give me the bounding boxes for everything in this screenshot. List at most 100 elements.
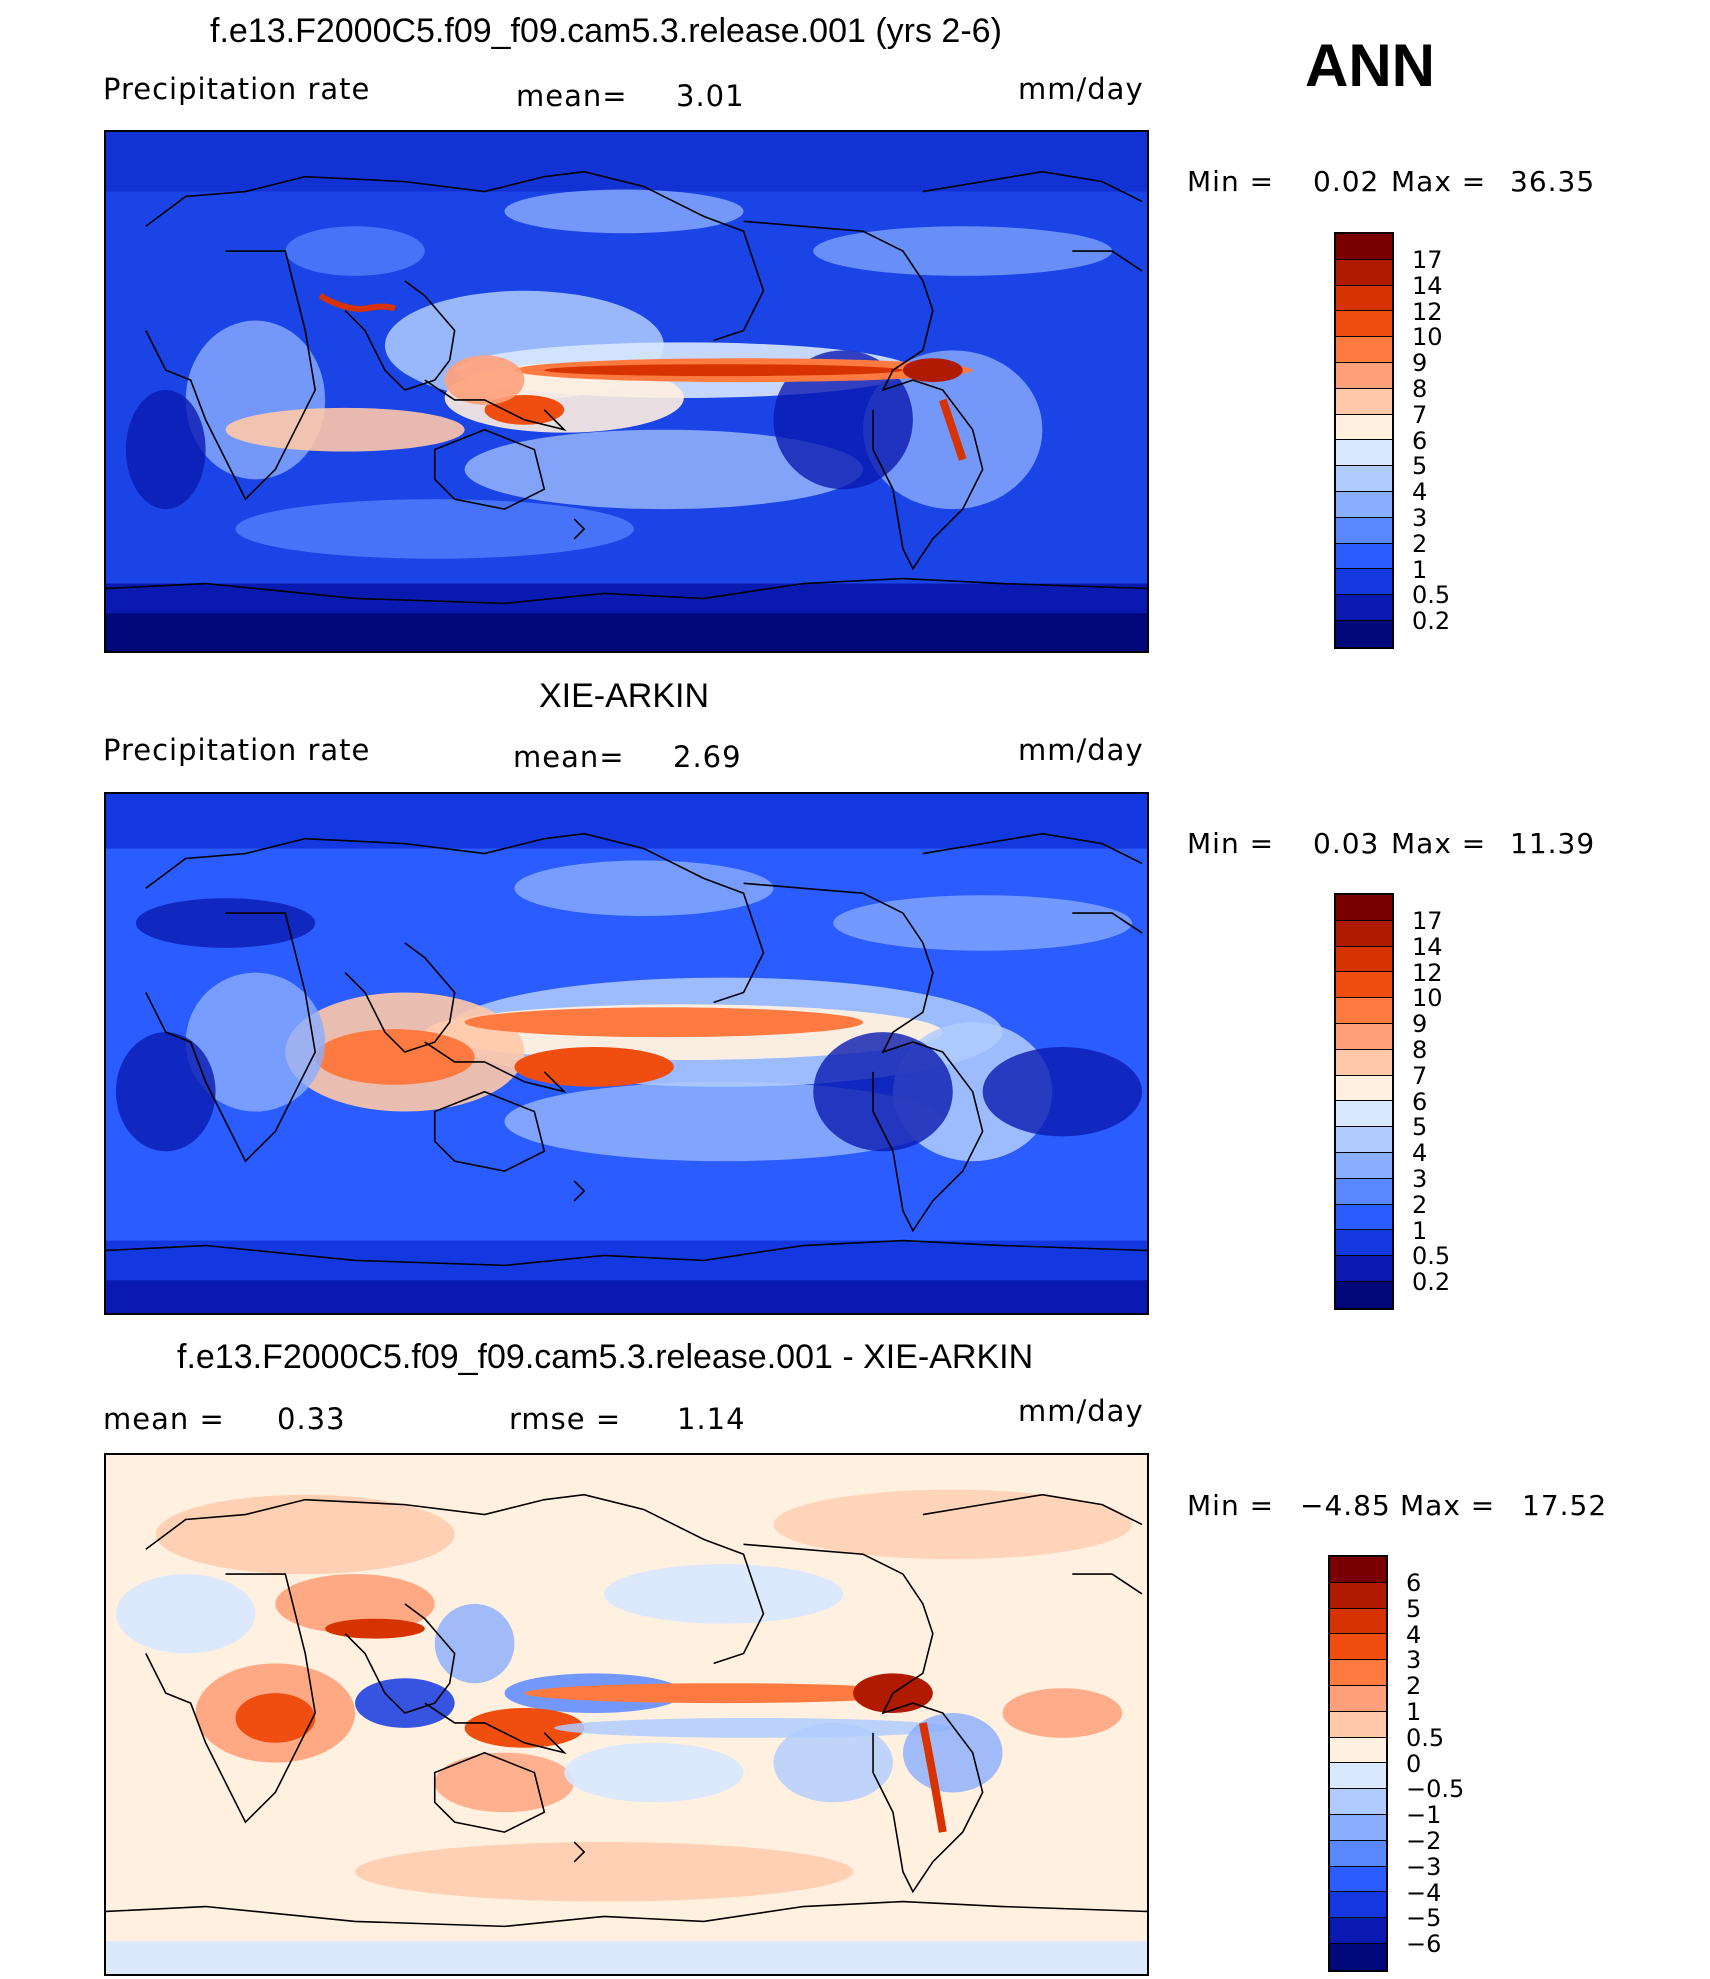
colorbar-tick-label: 10 <box>1412 323 1443 352</box>
colorbar-tick-label: 6 <box>1406 1569 1422 1597</box>
colorbar-swatch <box>1330 1660 1386 1686</box>
colorbar-swatch <box>1330 1840 1386 1867</box>
colorbar-tick-label: 10 <box>1412 984 1443 1013</box>
panel1-min-value: 0.02 <box>1313 165 1380 198</box>
panel2-min-value: 0.03 <box>1313 827 1380 860</box>
colorbar-swatch <box>1336 517 1392 544</box>
colorbar-swatch <box>1336 466 1392 492</box>
colorbar-tick-label: 1 <box>1412 1216 1428 1245</box>
colorbar-tick-label: 4 <box>1412 478 1428 507</box>
panel3-map-svg <box>106 1455 1147 1974</box>
colorbar-swatch <box>1330 1582 1386 1609</box>
colorbar-tick-label: 12 <box>1412 958 1443 987</box>
colorbar-swatch <box>1330 1711 1386 1738</box>
panel1-min-label: Min = <box>1187 165 1275 198</box>
colorbar-swatch <box>1336 234 1392 260</box>
colorbar-tick-label: 2 <box>1412 1190 1428 1219</box>
panel2-colorbar <box>1334 893 1394 1310</box>
colorbar-tick-label: 5 <box>1406 1594 1422 1623</box>
colorbar-swatch <box>1330 1685 1386 1712</box>
panel3-units: mm/day <box>1018 1394 1144 1428</box>
panel3-map <box>104 1453 1149 1976</box>
colorbar-tick-label: 4 <box>1406 1620 1422 1649</box>
panel1-max-label: Max = <box>1391 165 1487 198</box>
colorbar-tick-label: 0.2 <box>1412 607 1451 636</box>
panel1-map-svg <box>106 132 1147 651</box>
colorbar-tick-label: 8 <box>1412 375 1428 403</box>
colorbar-tick-label: 1 <box>1406 1698 1422 1726</box>
colorbar-swatch <box>1336 543 1392 570</box>
colorbar-swatch <box>1336 998 1392 1024</box>
colorbar-swatch <box>1336 569 1392 596</box>
colorbar-swatch <box>1336 311 1392 338</box>
colorbar-tick-label: 8 <box>1412 1036 1428 1064</box>
panel1-mean-label: mean= <box>516 79 628 113</box>
colorbar-tick-label: −0.5 <box>1406 1775 1465 1804</box>
colorbar-tick-label: 0.5 <box>1406 1723 1445 1752</box>
colorbar-swatch <box>1336 1023 1392 1050</box>
colorbar-tick-label: 9 <box>1412 1010 1428 1039</box>
colorbar-swatch <box>1336 362 1392 389</box>
colorbar-tick-label: 17 <box>1412 246 1443 274</box>
colorbar-tick-label: −1 <box>1406 1801 1442 1830</box>
colorbar-tick-label: 14 <box>1412 271 1443 300</box>
panel3-colorbar <box>1328 1555 1388 1972</box>
colorbar-swatch <box>1330 1892 1386 1919</box>
colorbar-swatch <box>1330 1608 1386 1635</box>
colorbar-tick-label: 7 <box>1412 400 1428 429</box>
panel1-units: mm/day <box>1018 72 1144 106</box>
colorbar-swatch <box>1336 1281 1392 1308</box>
colorbar-tick-label: −2 <box>1406 1827 1442 1855</box>
colorbar-tick-label: 0.5 <box>1412 581 1451 610</box>
panel2-mean-value: 2.69 <box>673 740 742 774</box>
panel2-map-svg <box>106 794 1147 1313</box>
colorbar-swatch <box>1336 1075 1392 1102</box>
panel3-max-value: 17.52 <box>1522 1489 1608 1522</box>
panel2-max-label: Max = <box>1391 827 1487 860</box>
colorbar-tick-label: −3 <box>1406 1852 1442 1881</box>
colorbar-swatch <box>1330 1789 1386 1815</box>
colorbar-swatch <box>1330 1866 1386 1893</box>
panel2-units: mm/day <box>1018 733 1144 767</box>
panel1-max-value: 36.35 <box>1510 165 1596 198</box>
colorbar-tick-label: 2 <box>1406 1672 1422 1701</box>
colorbar-swatch <box>1336 972 1392 999</box>
colorbar-tick-label: 2 <box>1412 529 1428 558</box>
panel2-mean-label: mean= <box>513 740 625 774</box>
colorbar-swatch <box>1336 946 1392 973</box>
colorbar-tick-label: 12 <box>1412 297 1443 326</box>
panel2-variable: Precipitation rate <box>103 733 371 767</box>
panel3-min-value: −4.85 <box>1300 1489 1391 1522</box>
colorbar-swatch <box>1336 620 1392 647</box>
colorbar-swatch <box>1330 1943 1386 1970</box>
colorbar-swatch <box>1336 595 1392 621</box>
colorbar-tick-label: 0.2 <box>1412 1268 1451 1297</box>
panel3-mean-label: mean = <box>103 1402 225 1436</box>
colorbar-tick-label: 0.5 <box>1412 1242 1451 1271</box>
panel3-max-label: Max = <box>1400 1489 1496 1522</box>
panel1-mean-value: 3.01 <box>676 79 745 113</box>
colorbar-swatch <box>1336 1204 1392 1231</box>
colorbar-swatch <box>1336 337 1392 363</box>
colorbar-swatch <box>1336 1127 1392 1153</box>
colorbar-swatch <box>1330 1557 1386 1583</box>
colorbar-swatch <box>1336 1256 1392 1282</box>
colorbar-tick-label: 14 <box>1412 932 1443 961</box>
colorbar-swatch <box>1336 388 1392 415</box>
colorbar-swatch <box>1336 1178 1392 1205</box>
panel1-map <box>104 130 1149 653</box>
colorbar-swatch <box>1336 259 1392 286</box>
colorbar-swatch <box>1330 1634 1386 1661</box>
colorbar-tick-label: 5 <box>1412 452 1428 481</box>
colorbar-tick-label: 0 <box>1406 1749 1422 1778</box>
colorbar-swatch <box>1330 1737 1386 1764</box>
colorbar-swatch <box>1336 1049 1392 1076</box>
panel1-variable: Precipitation rate <box>103 72 371 106</box>
colorbar-swatch <box>1330 1763 1386 1790</box>
panel1-colorbar <box>1334 232 1394 649</box>
colorbar-tick-label: 4 <box>1412 1139 1428 1168</box>
panel2-min-label: Min = <box>1187 827 1275 860</box>
colorbar-swatch <box>1336 1230 1392 1257</box>
panel3-title: f.e13.F2000C5.f09_f09.cam5.3.release.001… <box>177 1338 1034 1376</box>
colorbar-swatch <box>1330 1814 1386 1841</box>
